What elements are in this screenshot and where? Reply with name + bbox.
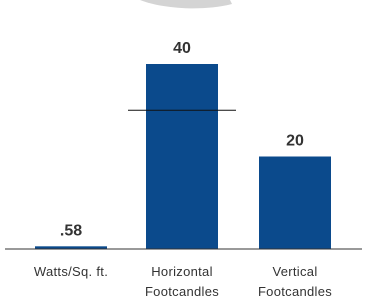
value-label: 20 <box>286 133 304 150</box>
bar <box>259 157 331 250</box>
decorative-image <box>140 0 232 8</box>
category-label: Horizontal Footcandles <box>127 262 237 302</box>
value-label: .58 <box>60 222 82 239</box>
category-label: Watts/Sq. ft. <box>16 262 126 282</box>
bar <box>146 64 218 249</box>
value-label: 40 <box>173 40 191 57</box>
category-label: Vertical Footcandles <box>240 262 350 302</box>
chart: .58 40 20 <box>0 0 368 301</box>
page: {"chart_data": {"type": "bar", "categori… <box>0 0 368 301</box>
